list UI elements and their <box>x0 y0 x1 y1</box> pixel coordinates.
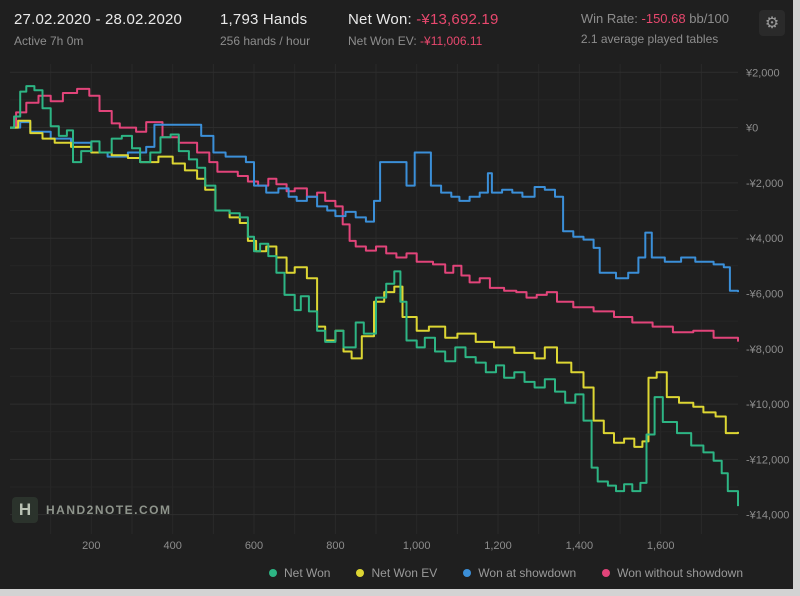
svg-text:1,000: 1,000 <box>403 540 431 552</box>
svg-text:-¥4,000: -¥4,000 <box>746 233 783 245</box>
win-rate-column: Win Rate: -150.68 bb/100 2.1 average pla… <box>581 11 779 56</box>
legend-label-won-without-showdown: Won without showdown <box>617 565 743 580</box>
chart-legend: Net Won Net Won EV Won at showdown Won w… <box>0 556 793 589</box>
date-range: 27.02.2020 - 28.02.2020 <box>14 11 183 28</box>
hands-column: 1,793 Hands 256 hands / hour <box>220 11 348 56</box>
won-at-showdown-color-dot <box>463 568 472 577</box>
logo-letter: H <box>18 500 32 519</box>
stats-header: 27.02.2020 - 28.02.2020 Active 7h 0m 1,7… <box>0 0 793 56</box>
svg-text:200: 200 <box>82 540 100 552</box>
hands-count: 1,793 Hands <box>220 11 308 28</box>
win-rate-value: -150.68 <box>641 11 686 26</box>
svg-text:800: 800 <box>326 540 344 552</box>
won-without-showdown-color-dot <box>602 568 611 577</box>
svg-text:¥2,000: ¥2,000 <box>745 67 780 79</box>
avg-tables: 2.1 average played tables <box>580 32 719 46</box>
net-won-value: -¥13,692.19 <box>416 11 499 28</box>
date-column: 27.02.2020 - 28.02.2020 Active 7h 0m <box>14 11 220 56</box>
legend-item-won-without-showdown[interactable]: Won without showdown <box>602 566 743 580</box>
legend-label-won-at-showdown: Won at showdown <box>478 565 577 580</box>
legend-item-net-won-ev[interactable]: Net Won EV <box>356 566 437 580</box>
net-won-ev-color-dot <box>356 568 365 577</box>
svg-text:400: 400 <box>164 540 182 552</box>
win-rate-unit: bb/100 <box>689 11 729 26</box>
svg-text:1,400: 1,400 <box>566 540 594 552</box>
winnings-chart[interactable]: ¥2,000 ¥0 -¥2,000 -¥4,000 -¥6,000 -¥8,000 -¥10… <box>0 56 793 556</box>
gear-icon: ⚙ <box>764 15 780 32</box>
net-won-label: Net Won: <box>348 11 412 28</box>
net-won-color-dot <box>269 568 278 577</box>
legend-label-net-won-ev: Net Won EV <box>371 565 438 580</box>
net-won-ev-label: Net Won EV: <box>348 34 417 48</box>
svg-text:-¥10,000: -¥10,000 <box>746 399 789 411</box>
logo-text: HAND2NOTE.COM <box>46 503 172 517</box>
net-won-column: Net Won: -¥13,692.19 Net Won EV: -¥11,00… <box>348 11 499 56</box>
svg-text:1,600: 1,600 <box>647 540 675 552</box>
legend-item-won-at-showdown[interactable]: Won at showdown <box>463 566 576 580</box>
hand2note-session-window: 27.02.2020 - 28.02.2020 Active 7h 0m 1,7… <box>0 0 793 589</box>
svg-text:600: 600 <box>245 540 263 552</box>
svg-text:-¥8,000: -¥8,000 <box>746 344 783 356</box>
svg-text:-¥12,000: -¥12,000 <box>746 454 789 466</box>
settings-gear-button[interactable]: ⚙ <box>759 10 785 36</box>
svg-text:-¥14,000: -¥14,000 <box>746 510 789 522</box>
hand2note-logo: H HAND2NOTE.COM <box>12 497 172 523</box>
win-rate-label: Win Rate: <box>580 11 638 26</box>
winnings-chart-svg[interactable]: ¥2,000 ¥0 -¥2,000 -¥4,000 -¥6,000 -¥8,000 -¥10… <box>0 56 793 556</box>
svg-text:-¥6,000: -¥6,000 <box>746 289 783 301</box>
hands-per-hour: 256 hands / hour <box>220 34 311 48</box>
hand2note-logo-icon: H <box>12 497 38 523</box>
active-time: Active 7h 0m <box>14 34 84 48</box>
svg-text:-¥2,000: -¥2,000 <box>746 178 783 190</box>
legend-item-net-won[interactable]: Net Won <box>269 566 330 580</box>
legend-label-net-won: Net Won <box>284 565 331 580</box>
svg-text:¥0: ¥0 <box>745 123 758 135</box>
net-won-ev-value: -¥11,006.11 <box>420 34 483 48</box>
svg-text:1,200: 1,200 <box>484 540 512 552</box>
